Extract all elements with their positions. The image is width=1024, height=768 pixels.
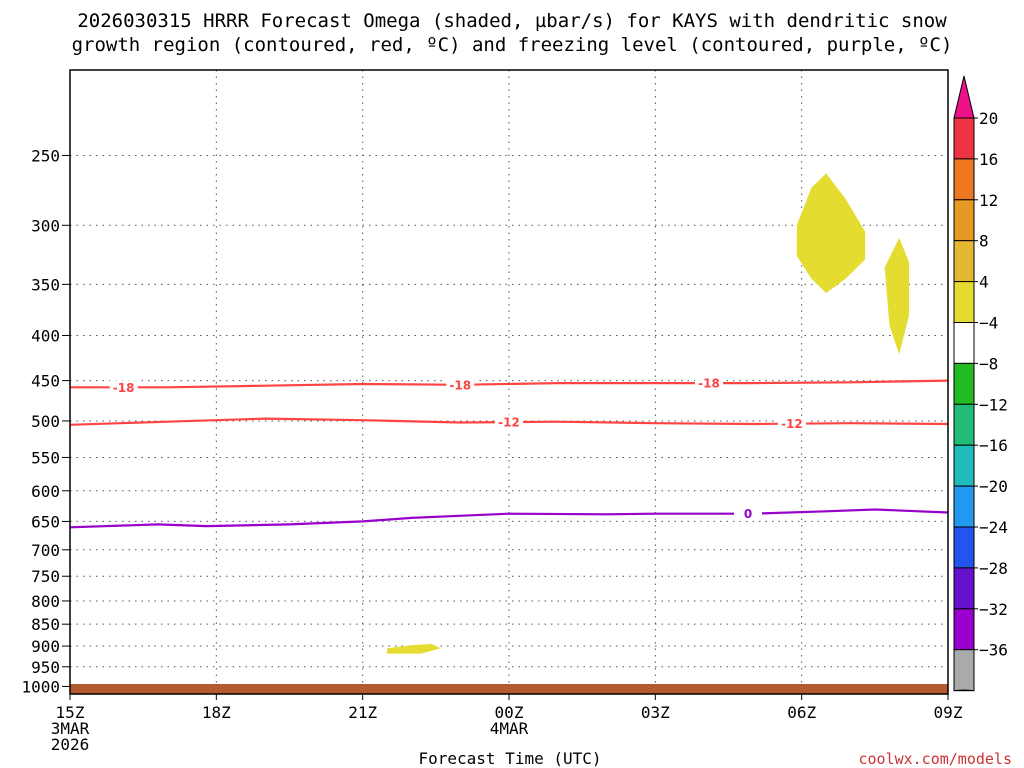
credit-text: coolwx.com/models [858,750,1012,768]
y-tick-label-500: 500 [31,412,60,431]
colorbar-label-12: −32 [979,600,1008,619]
y-tick-label-250: 250 [31,146,60,165]
y-tick-label-700: 700 [31,541,60,560]
x-tick-label: 18Z [202,703,231,722]
contour-label--18: -18 [113,381,135,395]
colorbar-box-8 [953,444,975,487]
colorbar-label-7: −12 [979,395,1008,414]
contour-label-bg [694,376,723,391]
colorbar-label-4: 4 [979,273,989,292]
y-axis: 250 300 350 400 450 500 550 600 650 700 750 800 850 9… [21,146,70,696]
colorbar-box-6 [953,362,975,405]
colorbar-box-11 [953,567,975,610]
x-tick-label: 15Z [56,703,85,722]
contour-label-bg [495,415,523,430]
colorbar-label-3: 8 [979,232,989,251]
colorbar-label-11: −28 [979,559,1008,578]
y-tick-label-950: 950 [31,658,60,677]
terrain-fill [70,684,948,694]
colorbar-label-8: −16 [979,436,1008,455]
chart-title-line-1: 2026030315 HRRR Forecast Omega (shaded, … [77,10,947,32]
x-tick-label: 3MAR [51,719,90,738]
colorbar-box-5 [953,322,975,364]
y-tick-label-600: 600 [31,482,60,501]
colorbar: 20 16 12 8 4 −4 −8 −12 −16 −20 −24 −28 −32 −36 [953,75,1008,692]
y-tick-label-900: 900 [31,637,60,656]
y-tick-label-850: 850 [31,615,60,634]
contour-label-0: 0 [744,507,752,521]
omega-region-2 [884,237,909,355]
omega-region-3 [387,643,441,654]
colorbar-box-13 [953,649,975,692]
y-tick-label-750: 750 [31,567,60,586]
contour-label--18: -18 [698,377,720,391]
colorbar-bottom-arrow [953,689,975,692]
colorbar-box-0 [953,117,975,160]
contour-label-bg [734,506,763,521]
y-tick-label-650: 650 [31,512,60,531]
contour-label-bg [109,380,138,395]
colorbar-box-10 [953,526,975,569]
y-tick-label-300: 300 [31,216,60,235]
terrain-band [70,684,948,694]
chart-title-line-2: growth region (contoured, red, ºC) and f… [72,34,953,56]
colorbar-label-9: −20 [979,477,1008,496]
y-tick-label-550: 550 [31,448,60,467]
colorbar-label-13: −36 [979,641,1008,660]
x-axis-label: Forecast Time (UTC) [418,749,601,768]
contour-label-bg [777,416,806,431]
contour-label-bg [446,377,475,392]
y-tick-label-400: 400 [31,326,60,345]
contour-line-0 [69,508,949,529]
colorbar-box-3 [953,240,975,283]
contour-label--12: -12 [498,416,520,430]
colorbar-top-arrow [953,75,975,119]
x-tick-label: 00Z [495,703,524,722]
colorbar-box-4 [953,281,975,324]
x-tick-label: 09Z [934,703,963,722]
colorbar-box-9 [953,485,975,528]
omega-shading [387,173,909,654]
colorbar-label-1: 16 [979,150,998,169]
colorbar-label-10: −24 [979,518,1008,537]
x-tick-label: 03Z [641,703,670,722]
contour-line--18 [70,379,949,389]
colorbar-box-7 [953,403,975,446]
colorbar-label-2: 12 [979,191,998,210]
colorbar-label-0: 20 [979,109,998,128]
colorbar-box-12 [953,608,975,651]
x-tick-label: 2026 [51,735,90,754]
omega-region-1 [796,173,866,293]
colorbar-label-5: −4 [979,314,998,333]
y-tick-label-1000: 1000 [21,677,60,696]
contour-label--18: -18 [449,378,471,392]
colorbar-label-6: −8 [979,354,998,373]
colorbar-box-1 [953,158,975,201]
x-tick-label: 06Z [787,703,816,722]
contour-label--12: -12 [781,417,803,431]
y-tick-label-800: 800 [31,592,60,611]
y-tick-label-350: 350 [31,275,60,294]
contour-lines: -18 -18 -18 -12 -12 0 [69,376,949,529]
colorbar-box-2 [953,199,975,242]
x-tick-label: 4MAR [490,719,529,738]
x-tick-label: 21Z [348,703,377,722]
y-tick-label-450: 450 [31,372,60,391]
